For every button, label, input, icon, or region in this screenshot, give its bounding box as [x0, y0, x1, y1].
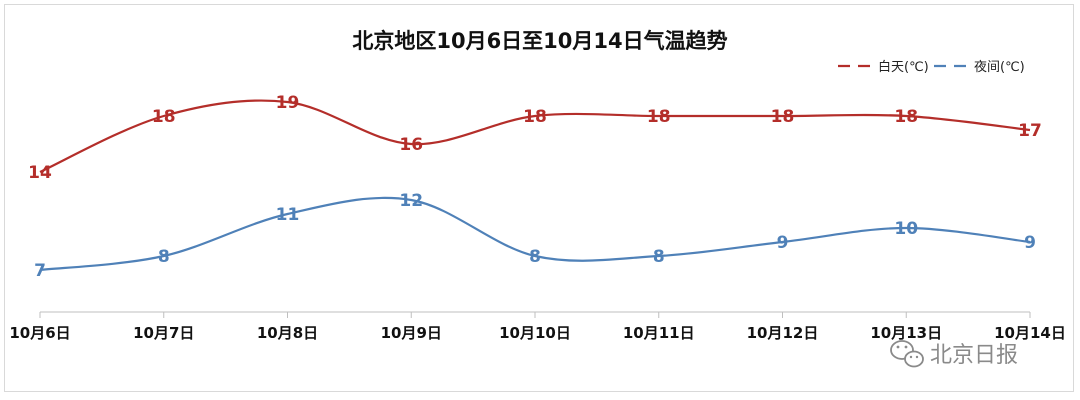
- data-label-night: 8: [158, 247, 170, 267]
- chart-frame: [4, 4, 1074, 392]
- x-tick-label: 10月7日: [133, 324, 194, 342]
- x-tick-label: 10月10日: [499, 324, 571, 342]
- data-label-day: 18: [523, 107, 547, 127]
- watermark: 北京日报: [890, 340, 1018, 368]
- data-label-night: 10: [894, 219, 918, 239]
- watermark-text: 北京日报: [930, 343, 1018, 368]
- series-line-day: [39, 99, 1031, 174]
- data-label-day: 18: [894, 107, 918, 127]
- legend: 白天(℃) 夜间(℃): [838, 59, 1025, 75]
- x-tick-label: 10月14日: [994, 324, 1066, 342]
- data-labels: 14 18 19 16 18 18 18 18 17 7 8 11 12 8 8 9 10 9: [28, 93, 1042, 281]
- legend-label: 白天(℃): [878, 59, 929, 75]
- legend-label: 夜间(℃): [974, 60, 1025, 75]
- data-label-day: 17: [1018, 121, 1042, 141]
- series-line-night: [39, 196, 1031, 272]
- series-layer: [39, 99, 1031, 272]
- data-label-night: 11: [276, 205, 300, 225]
- data-label-day: 14: [28, 163, 52, 183]
- wechat-icon: [890, 340, 924, 368]
- x-axis-ticks: 10月6日 10月7日 10月8日 10月9日 10月10日 10月11日 10月12日 10…: [9, 312, 1066, 342]
- data-label-night: 7: [34, 261, 46, 281]
- x-tick-label: 10月12日: [747, 324, 819, 342]
- data-label-night: 8: [529, 247, 541, 267]
- x-tick-label: 10月9日: [381, 324, 442, 342]
- data-label-day: 18: [647, 107, 671, 127]
- data-label-day: 16: [399, 135, 423, 155]
- data-label-night: 8: [653, 247, 665, 267]
- data-label-night: 9: [1024, 233, 1036, 253]
- chart-title: 北京地区10月6日至10月14日气温趋势: [352, 29, 727, 53]
- x-tick-label: 10月8日: [257, 324, 318, 342]
- x-tick-label: 10月6日: [9, 324, 70, 342]
- data-label-day: 18: [152, 107, 176, 127]
- data-label-night: 12: [399, 191, 423, 211]
- x-tick-label: 10月11日: [623, 324, 695, 342]
- data-label-night: 9: [777, 233, 789, 253]
- x-tick-label: 10月13日: [870, 324, 942, 342]
- data-label-day: 18: [771, 107, 795, 127]
- data-label-day: 19: [276, 93, 300, 113]
